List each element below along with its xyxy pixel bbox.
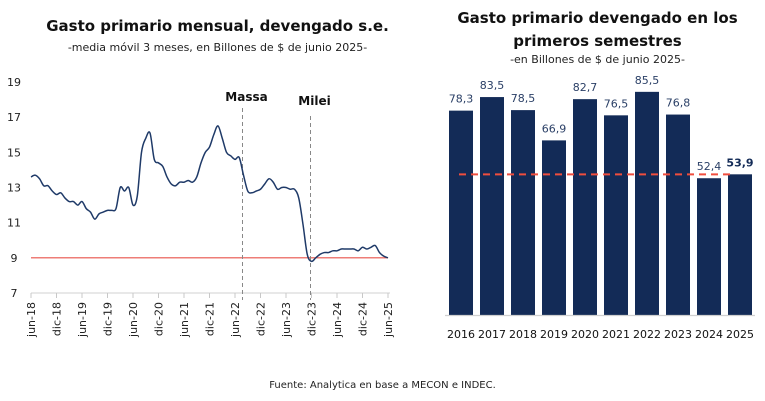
x-tick-label: 2021: [602, 328, 630, 341]
y-tick-label: 19: [7, 76, 21, 89]
data-label: 83,5: [480, 79, 505, 92]
series-line: [30, 125, 389, 263]
data-label: 76,5: [604, 97, 629, 110]
data-label: 53,9: [726, 156, 753, 169]
line-chart-subtitle: -media móvil 3 meses, en Billones de $ d…: [67, 41, 368, 54]
line-chart: 7 9 11 13 15 17 19 jun-18 dic-18 jun-19 dic-19 jun-…: [7, 76, 395, 338]
bar-2017: [480, 97, 504, 315]
x-tick-label: dic-22: [255, 302, 268, 336]
bar-2019: [542, 140, 566, 315]
source-note: Fuente: Analytica en base a MECON e INDE…: [269, 380, 496, 391]
bar-2025: [728, 174, 752, 315]
data-label: 76,8: [666, 97, 691, 110]
bar-2020: [573, 99, 597, 315]
x-tick-label: 2016: [447, 328, 475, 341]
bar-chart-subtitle: -en Billones de $ de junio 2025-: [510, 53, 685, 66]
x-tick-label: jun-18: [25, 302, 38, 338]
y-tick-label: 9: [11, 252, 18, 265]
x-tick-label: dic-18: [51, 302, 64, 336]
y-tick-label: 7: [11, 287, 18, 300]
bar-2023: [666, 114, 690, 315]
bar-2024: [697, 178, 721, 315]
bar-chart-title: Gasto primario devengado en los primeros…: [457, 9, 738, 50]
x-tick-label: 2017: [478, 328, 506, 341]
x-tick-label: jun-19: [76, 302, 89, 338]
x-tick-label: jun-21: [178, 302, 191, 338]
bar-2022: [635, 91, 659, 315]
x-tick-label: 2020: [571, 328, 599, 341]
x-tick-label: 2024: [695, 328, 723, 341]
y-tick-label: 15: [7, 146, 21, 159]
annotation-label-milei: Milei: [298, 94, 330, 108]
data-label: 52,4: [697, 160, 722, 173]
x-tick-label: jun-20: [127, 302, 140, 338]
bar-2016: [449, 110, 473, 316]
x-tick-label: jun-24: [331, 302, 344, 338]
x-tick-label: jun-23: [280, 302, 293, 338]
x-tick-label: jun-22: [229, 302, 242, 338]
x-tick-label: 2019: [540, 328, 568, 341]
x-tick-label: 2018: [509, 328, 537, 341]
data-label: 78,3: [449, 93, 474, 106]
x-tick-label: jun-25: [382, 302, 395, 338]
x-tick-label: 2023: [664, 328, 692, 341]
data-label: 66,9: [542, 122, 567, 135]
y-tick-label: 17: [7, 111, 21, 124]
x-tick-label: 2022: [633, 328, 661, 341]
x-tick-label: dic-20: [153, 302, 166, 336]
bar-2018: [511, 110, 535, 316]
line-chart-title: Gasto primario mensual, devengado s.e.: [46, 17, 389, 35]
x-tick-label: dic-21: [204, 302, 217, 336]
x-tick-label: dic-23: [306, 302, 319, 336]
x-tick-label: dic-19: [102, 302, 115, 336]
data-label: 85,5: [635, 74, 660, 87]
x-tick-label: dic-24: [357, 302, 370, 336]
y-tick-label: 11: [7, 217, 21, 230]
bar-2021: [604, 115, 628, 316]
data-label: 78,5: [511, 92, 536, 105]
data-label: 82,7: [573, 81, 598, 94]
annotation-label-massa: Massa: [225, 90, 267, 104]
x-tick-label: 2025: [726, 328, 754, 341]
y-tick-label: 13: [7, 182, 21, 195]
